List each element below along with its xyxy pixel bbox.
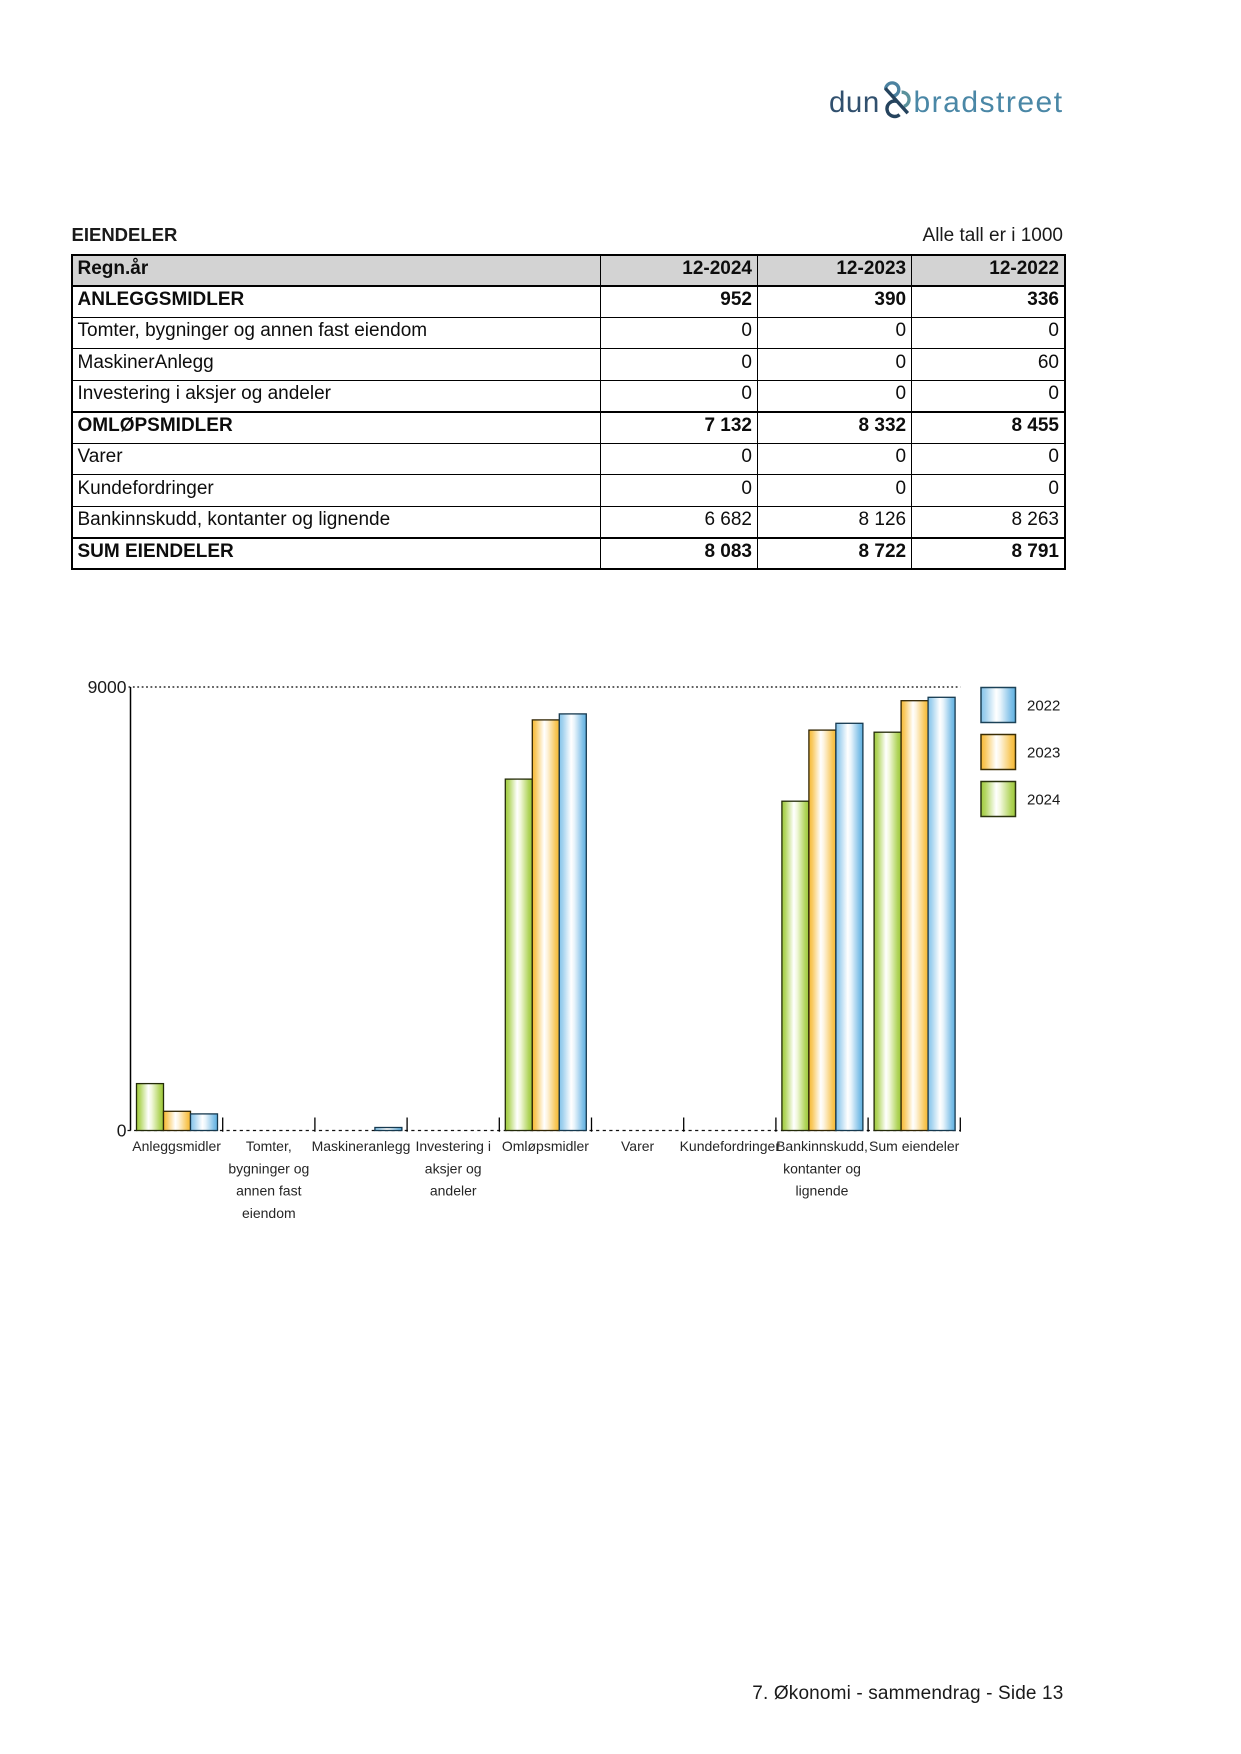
svg-text:Omløpsmidler: Omløpsmidler [502,1138,589,1154]
svg-text:0: 0 [117,1121,127,1141]
svg-text:kontanter og: kontanter og [783,1160,861,1176]
svg-text:annen fast: annen fast [236,1183,301,1199]
svg-text:Kundefordringer: Kundefordringer [680,1138,781,1154]
svg-text:Varer: Varer [621,1138,655,1154]
svg-text:Tomter,: Tomter, [246,1138,292,1154]
svg-text:Bankinnskudd,: Bankinnskudd, [776,1138,868,1154]
svg-text:eiendom: eiendom [242,1205,296,1221]
svg-text:Anleggsmidler: Anleggsmidler [132,1138,221,1154]
svg-text:Sum eiendeler: Sum eiendeler [869,1138,960,1154]
svg-text:9000: 9000 [88,677,127,697]
svg-text:2023: 2023 [1027,744,1060,761]
svg-text:aksjer og: aksjer og [425,1160,482,1176]
svg-text:Maskineranlegg: Maskineranlegg [312,1138,411,1154]
svg-text:bygninger og: bygninger og [228,1160,309,1176]
svg-text:lignende: lignende [796,1183,849,1199]
svg-text:Investering i: Investering i [415,1138,490,1154]
svg-text:2024: 2024 [1027,791,1060,808]
svg-text:2022: 2022 [1027,697,1060,714]
svg-text:andeler: andeler [430,1183,477,1199]
